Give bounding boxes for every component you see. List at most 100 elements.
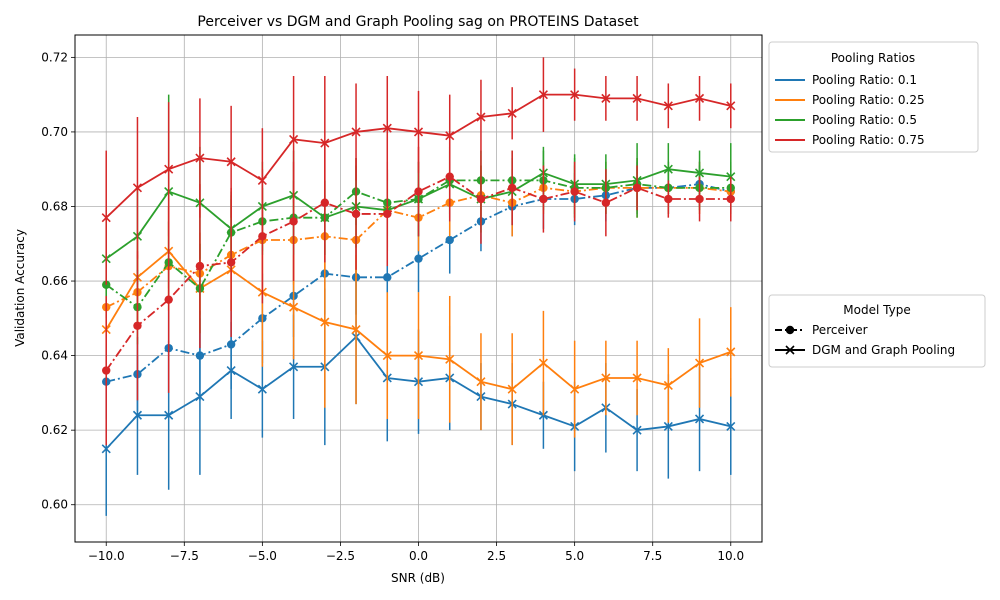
y-axis-label: Validation Accuracy [13,229,27,347]
y-tick-label: 0.68 [41,199,68,213]
legend-ratio-label: Pooling Ratio: 0.1 [812,73,917,87]
point-ratio-0-75-dgm [132,183,143,193]
x-tick-label: −10.0 [88,549,125,563]
y-tick-label: 0.72 [41,50,68,64]
point-ratio-0-75-perceiver [226,258,236,267]
point-ratio-0-75-dgm [601,93,611,103]
chart-title: Perceiver vs DGM and Graph Pooling sag o… [197,14,639,30]
point-ratio-0-25-dgm [538,358,548,368]
point-ratio-0-25-dgm [694,358,705,368]
point-ratio-0-25-dgm [445,354,455,364]
series-layer [101,57,736,516]
point-ratio-0-25-dgm [601,373,611,383]
x-tick-label: 0.0 [409,549,428,563]
point-ratio-0-5-dgm [663,164,673,174]
legend-model-type: Model Type Perceiver DGM and Graph Poolin… [768,294,986,368]
legend-model-marker [785,345,795,355]
point-ratio-0-25-dgm [663,380,673,390]
point-ratio-0-75-dgm [382,123,392,133]
point-ratio-0-75-dgm [257,175,267,185]
point-ratio-0-1-dgm [226,365,236,376]
point-ratio-0-5-dgm [694,168,705,178]
point-ratio-0-75-dgm [632,93,642,103]
point-ratio-0-75-perceiver [414,187,423,196]
legend-model-marker [785,325,795,335]
legend-model-type-entries: Perceiver DGM and Graph Pooling [775,323,955,357]
point-ratio-0-1-perceiver [383,273,392,282]
point-ratio-0-75-perceiver [726,194,735,204]
point-ratio-0-25-dgm [289,302,299,312]
legend-pooling-ratios-frame [768,41,979,153]
point-ratio-0-75-perceiver [383,209,392,219]
legend-pooling-ratios-title: Pooling Ratios [831,51,915,65]
point-ratio-0-75-dgm [320,138,330,148]
x-tick-label: 10.0 [717,549,744,563]
point-ratio-0-75-dgm [694,93,705,103]
point-ratio-0-25-dgm [382,351,392,361]
point-ratio-0-75-dgm [195,153,205,163]
legend-ratio-label: Pooling Ratio: 0.5 [812,113,917,127]
point-ratio-0-75-dgm [570,90,580,100]
point-ratio-0-25-dgm [476,377,486,387]
legend-model-label: DGM and Graph Pooling [812,343,955,357]
series-line-ratio-0-1-perceiver [106,183,731,383]
point-ratio-0-1-perceiver [414,254,423,263]
x-tick-label: −5.0 [248,549,277,563]
point-ratio-0-75-dgm [164,164,174,174]
point-ratio-0-75-perceiver [601,198,611,207]
point-ratio-0-75-perceiver [507,183,517,193]
point-ratio-0-1-perceiver [445,235,454,245]
legend-ratio-label: Pooling Ratio: 0.75 [812,133,925,147]
point-ratio-0-75-perceiver [258,232,267,241]
series-ratio-0-75-dgm [101,57,736,285]
point-ratio-0-75-perceiver [164,295,173,304]
point-ratio-0-1-dgm [632,425,642,435]
legend-pooling-ratios: Pooling Ratios Pooling Ratio: 0.1Pooling… [768,41,979,153]
point-ratio-0-75-dgm [663,101,673,111]
y-tick-label: 0.70 [41,125,68,139]
x-tick-label: 5.0 [565,549,584,563]
point-ratio-0-1-dgm [289,362,299,372]
point-ratio-0-75-dgm [101,213,111,223]
point-ratio-0-75-perceiver [133,321,142,330]
y-tick-label: 0.66 [41,274,68,288]
point-ratio-0-75-perceiver [351,209,361,219]
point-ratio-0-1-dgm [132,410,143,420]
point-ratio-0-75-dgm [507,108,517,118]
ticks-layer: −10.0 −7.5 −5.0 −2.5 0.0 2.5 5.0 7.5 10.0 0.60 0.6… [41,50,744,563]
point-ratio-0-1-dgm [101,444,111,454]
point-ratio-0-75-dgm [538,90,548,100]
y-tick-label: 0.62 [41,423,68,437]
point-ratio-0-75-dgm [726,101,736,111]
point-ratio-0-75-dgm [476,112,486,122]
point-ratio-0-75-dgm [351,127,361,137]
legend-model-type-frame [768,294,986,368]
point-ratio-0-75-perceiver [632,183,642,193]
legend-ratio-label: Pooling Ratio: 0.25 [812,93,925,107]
point-ratio-0-25-dgm [507,384,517,394]
y-tick-label: 0.64 [41,349,68,363]
x-axis-label: SNR (dB) [391,571,445,585]
legend-pooling-ratios-entries: Pooling Ratio: 0.1 Pooling Ratio: 0.25 Poo… [775,73,925,147]
x-tick-label: 7.5 [643,549,662,563]
point-ratio-0-75-perceiver [289,217,298,226]
point-ratio-0-25-dgm [570,384,580,394]
point-ratio-0-25-dgm [632,373,642,383]
point-ratio-0-75-perceiver [539,194,548,204]
point-ratio-0-1-dgm [195,392,205,402]
legend-model-label: Perceiver [812,323,868,337]
point-ratio-0-75-perceiver [695,194,704,204]
point-ratio-0-1-dgm [257,384,267,394]
y-tick-label: 0.60 [41,498,68,512]
point-ratio-0-1-dgm [694,414,705,424]
legend-model-type-title: Model Type [843,303,910,317]
point-ratio-0-75-dgm [445,131,455,141]
x-tick-label: 2.5 [487,549,506,563]
point-ratio-0-75-dgm [413,127,424,137]
point-ratio-0-75-perceiver [570,187,579,196]
point-ratio-0-1-dgm [726,421,736,431]
point-ratio-0-25-dgm [320,317,330,327]
point-ratio-0-75-dgm [226,157,236,167]
